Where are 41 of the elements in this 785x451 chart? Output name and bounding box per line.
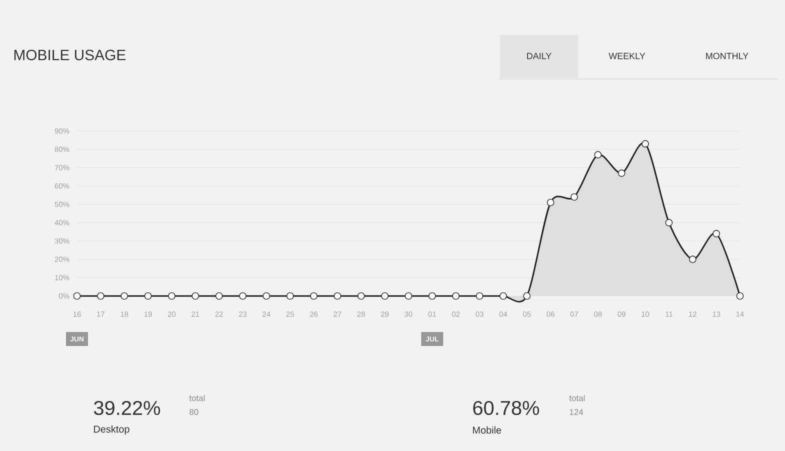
text: 124 [570,409,584,415]
point [358,292,365,300]
text: Mobile [473,426,502,434]
text: Desktop [94,425,130,435]
point [452,292,460,300]
point [310,292,318,300]
point [404,292,412,300]
point [523,292,531,300]
point [500,292,507,300]
chart-title: MOBILE USAGE [14,50,126,60]
text: 39.22% [94,400,160,416]
point [689,256,696,263]
point [381,292,388,300]
point [334,292,342,300]
point [642,140,649,148]
point [73,292,81,300]
point [476,292,484,300]
point [594,151,602,158]
text: DAILY [527,52,552,60]
point [192,292,200,300]
point [665,219,673,226]
point [168,292,176,300]
point [120,292,128,300]
text: 80 [190,409,198,415]
point [144,292,152,300]
point [736,292,744,300]
point [712,230,720,238]
point [428,292,436,300]
point [97,292,104,300]
text: 60.78% [473,400,540,416]
point [239,292,246,300]
point [570,193,578,201]
point [286,292,294,300]
text: MONTHLY [706,52,748,60]
text: total [569,394,585,402]
point [546,198,554,206]
point [618,170,626,177]
text: WEEKLY [608,52,646,60]
text: total [189,394,205,402]
point [262,292,270,300]
point [215,292,223,300]
